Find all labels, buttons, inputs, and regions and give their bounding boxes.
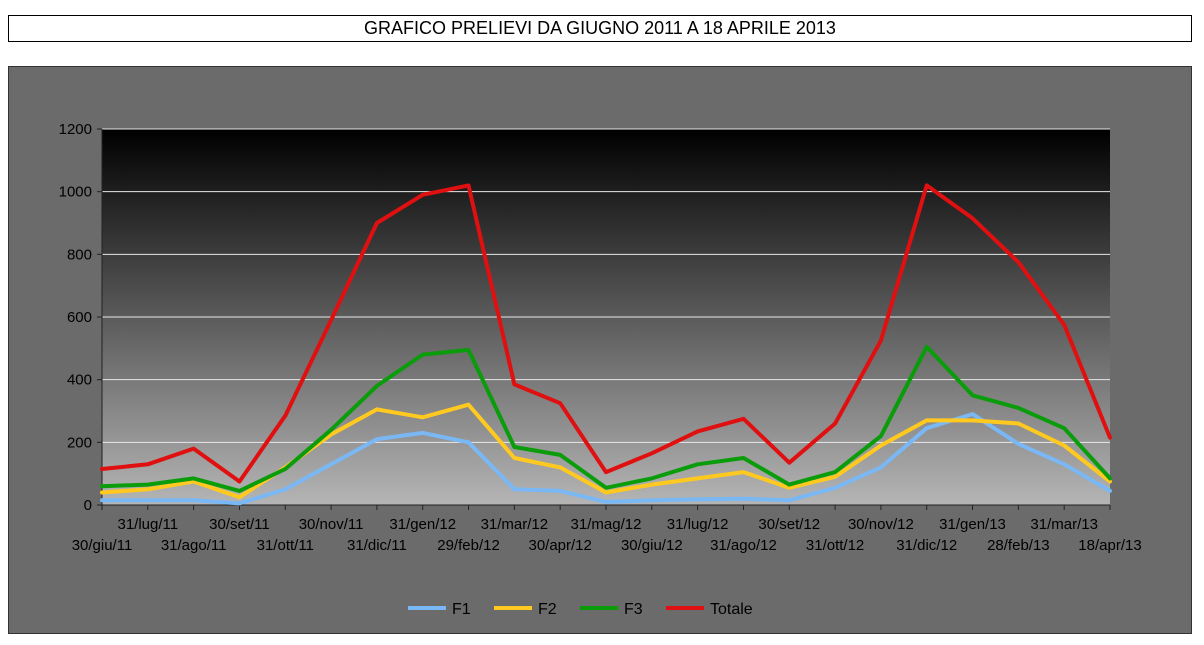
x-tick-label: 31/mar/12 [481,516,549,533]
series-line-totale [100,183,1112,484]
x-tick-label: 31/ott/11 [257,537,314,554]
x-tick-label: 30/nov/12 [848,516,914,533]
y-tick-label: 0 [84,497,92,514]
legend-label-f1: F1 [452,601,471,618]
series-line-f1 [100,412,1112,506]
legend-label-totale: Totale [710,601,753,618]
x-tick-label: 31/dic/12 [896,537,957,554]
axes: 0 200 400 600 800 1000 1200 30/giu/11 31/lug/11 3… [59,121,1142,554]
x-tick-label: 30/giu/11 [72,537,133,554]
x-tick-label: 31/gen/12 [389,516,456,533]
chart-panel: 0 200 400 600 800 1000 1200 30/giu/11 31/lug/11 3… [8,66,1192,634]
y-tick-label: 800 [67,246,92,263]
x-tick-label: 31/mag/12 [571,516,642,533]
x-tick-label: 31/gen/13 [939,516,1006,533]
legend: F1 F2 F3 Totale [408,601,753,618]
legend-label-f3: F3 [624,601,643,618]
x-tick-label: 31/ago/12 [710,537,777,554]
x-tick-label: 31/dic/11 [347,537,407,554]
x-tick-label: 30/giu/12 [621,537,683,554]
x-tick-label: 30/nov/11 [299,516,364,533]
legend-label-f2: F2 [538,601,557,618]
y-tick-label: 1000 [59,184,92,201]
x-tick-label: 18/apr/13 [1078,537,1141,554]
x-tick-label: 31/lug/11 [118,516,179,533]
x-tick-label: 28/feb/13 [987,537,1050,554]
line-chart: 0 200 400 600 800 1000 1200 30/giu/11 31/lug/11 3… [59,121,1142,618]
x-tick-label: 30/set/12 [758,516,820,533]
series [100,183,1112,506]
y-tick-label: 400 [67,372,92,389]
x-tick-label: 29/feb/12 [437,537,500,554]
x-tick-label: 30/set/11 [209,516,270,533]
y-tick-label: 200 [67,434,92,451]
x-tick-label: 31/ott/12 [806,537,864,554]
chart-title: GRAFICO PRELIEVI DA GIUGNO 2011 A 18 APR… [8,15,1192,42]
y-tick-label: 600 [67,309,92,326]
y-tick-label: 1200 [59,121,92,138]
x-tick-label: 31/mar/13 [1030,516,1098,533]
x-tick-label: 31/ago/11 [161,537,227,554]
series-line-f3 [100,344,1112,493]
x-tick-label: 30/apr/12 [528,537,591,554]
x-tick-label: 31/lug/12 [667,516,729,533]
